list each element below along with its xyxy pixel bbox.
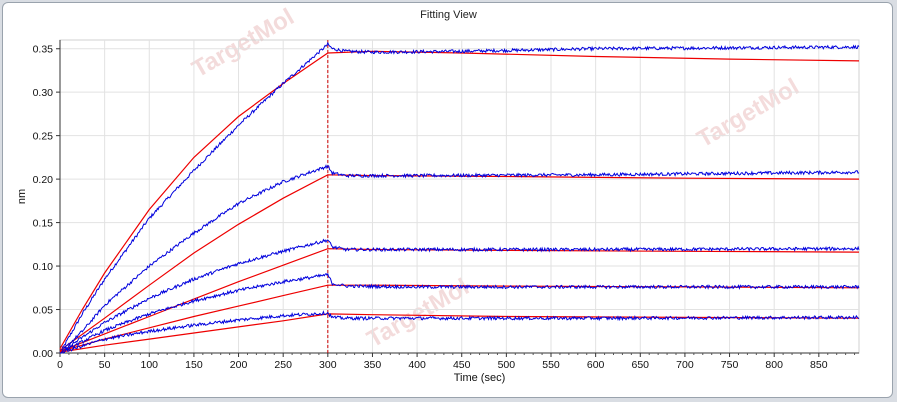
y-tick-label: 0.15 — [33, 218, 54, 230]
x-tick-label: 0 — [57, 359, 63, 371]
y-tick-label: 0.05 — [33, 305, 54, 317]
x-tick-label: 50 — [99, 359, 111, 371]
watermark-text: TargetMol — [188, 3, 299, 83]
y-tick-label: 0.20 — [33, 174, 54, 186]
x-tick-label: 550 — [542, 359, 560, 371]
y-axis-label: nm — [16, 189, 28, 204]
x-tick-label: 250 — [274, 359, 292, 371]
y-tick-label: 0.30 — [33, 87, 54, 99]
x-tick-label: 650 — [632, 359, 650, 371]
x-tick-label: 450 — [453, 359, 471, 371]
fitting-view-panel: Fitting View TargetMol TargetMol TargetMol… — [2, 2, 893, 398]
y-tick-label: 0.10 — [33, 261, 54, 273]
y-tick-label: 0.35 — [33, 44, 54, 56]
y-tick-label: 0.25 — [33, 131, 54, 143]
x-tick-label: 100 — [141, 359, 159, 371]
x-tick-label: 800 — [765, 359, 783, 371]
x-tick-label: 700 — [676, 359, 694, 371]
x-tick-label: 400 — [408, 359, 426, 371]
fit-curve-3 — [59, 248, 860, 352]
y-tick-label: 0.00 — [33, 348, 54, 360]
measured-trace-2 — [59, 164, 860, 354]
chart-title: Fitting View — [420, 9, 477, 21]
plot-area — [59, 39, 860, 354]
x-axis-label: Time (sec) — [454, 372, 506, 384]
x-tick-label: 600 — [587, 359, 605, 371]
x-tick-label: 500 — [498, 359, 516, 371]
measured-trace-3 — [59, 238, 860, 354]
measured-trace-5 — [60, 310, 860, 354]
x-tick-label: 850 — [810, 359, 828, 371]
x-tick-label: 350 — [364, 359, 382, 371]
x-tick-label: 300 — [319, 359, 337, 371]
x-tick-label: 750 — [721, 359, 739, 371]
watermark-text: TargetMol — [693, 73, 804, 153]
measured-trace-4 — [59, 272, 860, 354]
x-tick-label: 150 — [185, 359, 203, 371]
fit-curve-2 — [59, 174, 860, 351]
fit-curve-1 — [59, 50, 860, 349]
measured-trace-1 — [59, 41, 860, 353]
x-tick-label: 200 — [230, 359, 248, 371]
